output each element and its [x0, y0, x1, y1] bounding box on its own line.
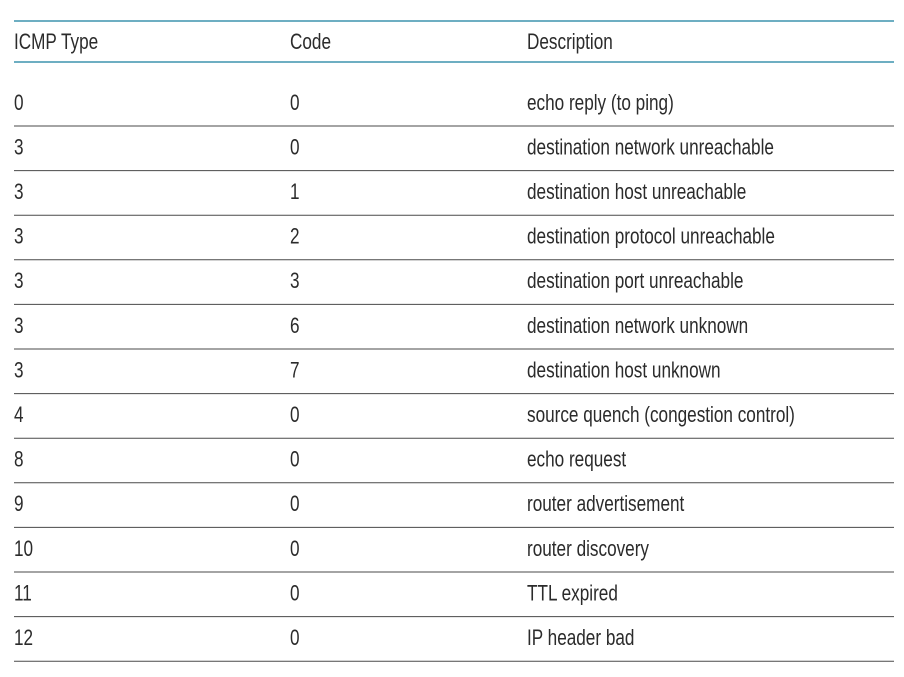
table-cell: 2 — [290, 225, 300, 250]
table-cell: router discovery — [527, 537, 649, 562]
table-cell: destination protocol unreachable — [527, 225, 775, 250]
header-cell: Code — [290, 30, 331, 55]
table-cell: 0 — [290, 626, 300, 651]
table-cell: echo reply (to ping) — [527, 91, 674, 116]
table-cell: destination host unreachable — [527, 180, 746, 205]
table-cell: 12 — [14, 626, 33, 651]
table-cell: 10 — [14, 537, 33, 562]
header-cell: ICMP Type — [14, 30, 98, 55]
table-cell: 0 — [14, 91, 24, 116]
table-cell: 8 — [14, 448, 24, 473]
table-cell: 0 — [290, 537, 300, 562]
table-cell: 11 — [14, 581, 32, 606]
table-cell: 0 — [290, 492, 300, 517]
table-cell: 3 — [14, 180, 24, 205]
table-cell: 0 — [290, 135, 300, 160]
table-cell: 3 — [290, 269, 300, 294]
table-cell: 0 — [290, 581, 300, 606]
table-cell: 3 — [14, 225, 24, 250]
table-cell: IP header bad — [527, 626, 634, 651]
table-cell: TTL expired — [527, 581, 618, 606]
table-cell: echo request — [527, 448, 627, 473]
table-cell: destination port unreachable — [527, 269, 743, 294]
table-cell: 3 — [14, 269, 24, 294]
table-cell: destination network unreachable — [527, 135, 774, 160]
table-cell: 3 — [14, 358, 24, 383]
table-cell: 0 — [290, 448, 300, 473]
table-cell: 9 — [14, 492, 24, 517]
table-cell: 6 — [290, 314, 300, 339]
table-cell: 7 — [290, 358, 300, 383]
table-cell: 0 — [290, 91, 300, 116]
table-cell: 1 — [290, 180, 300, 205]
table-cell: 4 — [14, 403, 24, 428]
table-cell: 3 — [14, 135, 24, 160]
table-cell: destination network unknown — [527, 314, 748, 339]
table-cell: router advertisement — [527, 492, 685, 517]
table-cell: source quench (congestion control) — [527, 403, 795, 428]
table-cell: destination host unknown — [527, 358, 721, 383]
table-cell: 3 — [14, 314, 24, 339]
header-cell: Description — [527, 30, 613, 55]
table-cell: 0 — [290, 403, 300, 428]
